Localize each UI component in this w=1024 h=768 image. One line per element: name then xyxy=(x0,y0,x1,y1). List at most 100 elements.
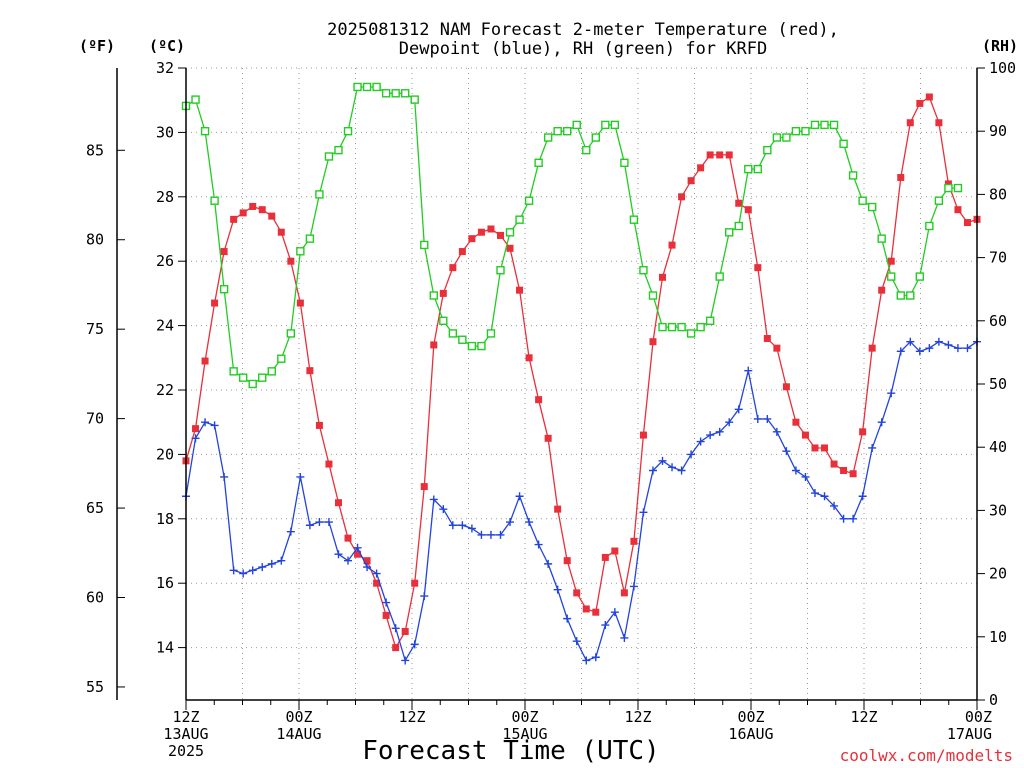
rh-unit-label: (RH) xyxy=(982,37,1018,55)
rh-point xyxy=(782,133,791,142)
dewpoint-point xyxy=(610,608,619,617)
rh-point xyxy=(563,126,572,136)
dewpoint-point xyxy=(210,421,219,430)
dewpoint-point xyxy=(582,656,591,665)
celsius-tick-label: 28 xyxy=(156,188,174,206)
rh-point xyxy=(953,183,963,193)
temperature-point xyxy=(516,286,524,294)
temperature-point xyxy=(506,244,514,252)
rh-tick-label: 60 xyxy=(989,312,1007,330)
temperature-point xyxy=(563,557,571,565)
temperature-point xyxy=(363,557,371,565)
dewpoint-point xyxy=(220,472,229,481)
rh-point xyxy=(496,266,505,275)
time-tick-label: 00Z xyxy=(511,708,538,726)
tick-labels: 14 16 18 20 22 24 26 28 30 32 55 60 65 70 75 80 85 0 10 20 3… xyxy=(86,59,1016,760)
temperature-series-line xyxy=(185,96,978,650)
temperature-point xyxy=(296,299,304,307)
celsius-tick-label: 20 xyxy=(156,445,174,463)
dewpoint-point xyxy=(887,389,896,398)
dewpoint-point xyxy=(868,443,877,452)
dewpoint-point xyxy=(725,418,734,427)
temperature-point xyxy=(439,289,447,297)
rh-point xyxy=(658,322,667,332)
dewpoint-point xyxy=(486,530,495,539)
dewpoint-point xyxy=(515,492,524,501)
rh-point xyxy=(677,322,686,332)
dewpoint-point xyxy=(677,466,686,475)
dewpoint-point xyxy=(353,543,362,552)
temperature-point xyxy=(811,444,819,452)
rh-point xyxy=(772,133,782,142)
rh-point xyxy=(887,272,896,281)
rh-point xyxy=(543,133,553,142)
temperature-point xyxy=(935,119,943,127)
rh-point xyxy=(705,316,715,325)
temperature-point xyxy=(192,425,200,433)
dewpoint-point xyxy=(305,521,314,530)
rh-point xyxy=(439,316,448,325)
rh-point xyxy=(191,95,200,104)
temperature-point xyxy=(763,334,771,342)
rh-point xyxy=(477,341,486,351)
rh-point xyxy=(925,221,934,231)
rh-tick-label: 70 xyxy=(989,249,1007,267)
temperature-point xyxy=(239,209,247,217)
dewpoint-point xyxy=(953,344,962,353)
rh-point xyxy=(744,164,753,174)
rh-point xyxy=(467,341,477,351)
rh-point xyxy=(238,373,248,382)
rh-point xyxy=(429,291,438,300)
dewpoint-point xyxy=(830,501,839,510)
rh-point xyxy=(486,329,496,338)
axes xyxy=(116,67,985,710)
temperature-point xyxy=(496,231,504,239)
dewpoint-point xyxy=(915,347,924,356)
temperature-point xyxy=(258,206,266,214)
rh-point xyxy=(715,272,724,281)
rh-point xyxy=(620,158,629,168)
dewpoint-point xyxy=(477,530,486,539)
dewpoint-point xyxy=(629,582,638,591)
dewpoint-point xyxy=(525,518,534,527)
temperature-point xyxy=(420,483,428,491)
dewpoint-point xyxy=(401,656,410,665)
temperature-point xyxy=(849,470,857,478)
time-tick-label: 17AUG xyxy=(947,725,992,743)
dewpoint-point xyxy=(734,405,743,414)
temperature-point xyxy=(916,99,924,107)
time-tick-label: 12Z xyxy=(172,708,199,726)
temperature-point xyxy=(678,193,686,201)
rh-point xyxy=(381,89,391,98)
rh-point xyxy=(458,335,467,344)
temperature-point xyxy=(821,444,829,452)
fahrenheit-tick-label: 75 xyxy=(86,320,104,338)
fahrenheit-tick-label: 60 xyxy=(86,589,104,607)
temperature-point xyxy=(411,579,419,587)
fahrenheit-tick-label: 70 xyxy=(86,410,104,428)
temperature-point xyxy=(306,367,314,375)
dewpoint-point xyxy=(382,598,391,607)
rh-point xyxy=(791,126,801,136)
temperature-point xyxy=(687,177,695,185)
temperature-point xyxy=(477,228,485,236)
rh-point xyxy=(353,82,362,92)
dewpoint-point xyxy=(363,563,372,572)
rh-point xyxy=(572,120,581,130)
dewpoint-point xyxy=(553,585,562,594)
celsius-tick-label: 18 xyxy=(156,510,174,528)
temperature-point xyxy=(725,151,733,159)
celsius-tick-label: 16 xyxy=(156,574,174,592)
temperature-point xyxy=(620,589,628,597)
temperature-point xyxy=(211,299,219,307)
dewpoint-point xyxy=(944,340,953,349)
dewpoint-point xyxy=(744,366,753,375)
rh-point xyxy=(944,183,953,193)
temperature-point xyxy=(458,248,466,256)
fahrenheit-tick-label: 80 xyxy=(86,231,104,249)
rh-point xyxy=(248,379,257,389)
rh-point xyxy=(258,373,267,382)
dewpoint-point xyxy=(201,418,210,427)
temperature-point xyxy=(354,550,362,558)
time-tick-label: 00Z xyxy=(965,708,992,726)
